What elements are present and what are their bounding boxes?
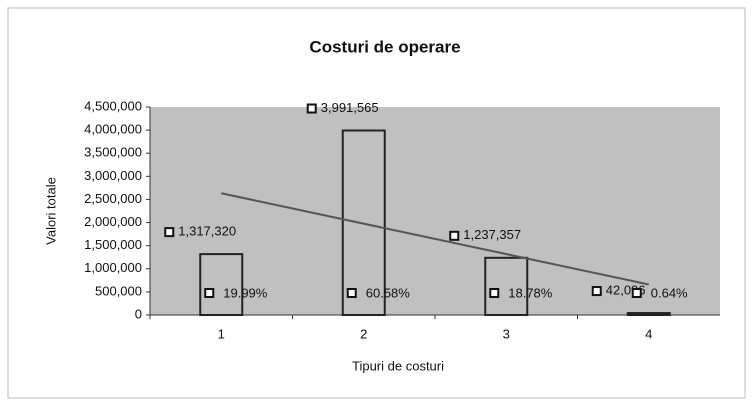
trendline xyxy=(221,192,649,286)
y-tick-label: 3,000,000 xyxy=(84,168,142,183)
value-label: 1,317,320 xyxy=(178,224,236,239)
label-marker xyxy=(204,288,215,298)
bar xyxy=(484,256,529,316)
x-tick-label: 4 xyxy=(645,326,652,341)
x-tick-label: 2 xyxy=(360,326,367,341)
label-marker xyxy=(591,286,602,297)
percent-label: 19.99% xyxy=(223,285,268,300)
percent-label: 60.58% xyxy=(366,285,411,300)
y-tick-label: 2,500,000 xyxy=(84,191,142,206)
chart-title: Costuri de operare xyxy=(309,37,460,56)
bar xyxy=(199,253,244,316)
percent-label: 18.78% xyxy=(508,285,553,300)
x-axis-label: Tipuri de costuri xyxy=(352,358,444,373)
label-marker xyxy=(449,230,460,241)
x-tick-label: 1 xyxy=(218,326,225,341)
label-marker xyxy=(489,288,500,298)
bar xyxy=(626,312,671,317)
y-tick-label: 4,500,000 xyxy=(84,98,142,113)
y-axis-label: Valori totale xyxy=(43,177,58,245)
y-tick-label: 500,000 xyxy=(95,283,142,298)
label-marker xyxy=(631,288,642,298)
percent-label: 0.64% xyxy=(651,285,688,300)
y-tick-label: 2,000,000 xyxy=(84,214,142,229)
label-marker xyxy=(306,103,317,114)
y-tick-label: 0 xyxy=(135,306,142,321)
y-tick-label: 1,500,000 xyxy=(84,237,142,252)
label-marker xyxy=(346,288,357,298)
x-tick-label: 3 xyxy=(503,326,510,341)
y-tick-label: 3,500,000 xyxy=(84,145,142,160)
y-tick-label: 1,000,000 xyxy=(84,260,142,275)
value-label: 1,237,357 xyxy=(463,227,521,242)
y-tick-label: 4,000,000 xyxy=(84,122,142,137)
label-marker xyxy=(164,227,175,238)
value-label: 3,991,565 xyxy=(321,100,379,115)
